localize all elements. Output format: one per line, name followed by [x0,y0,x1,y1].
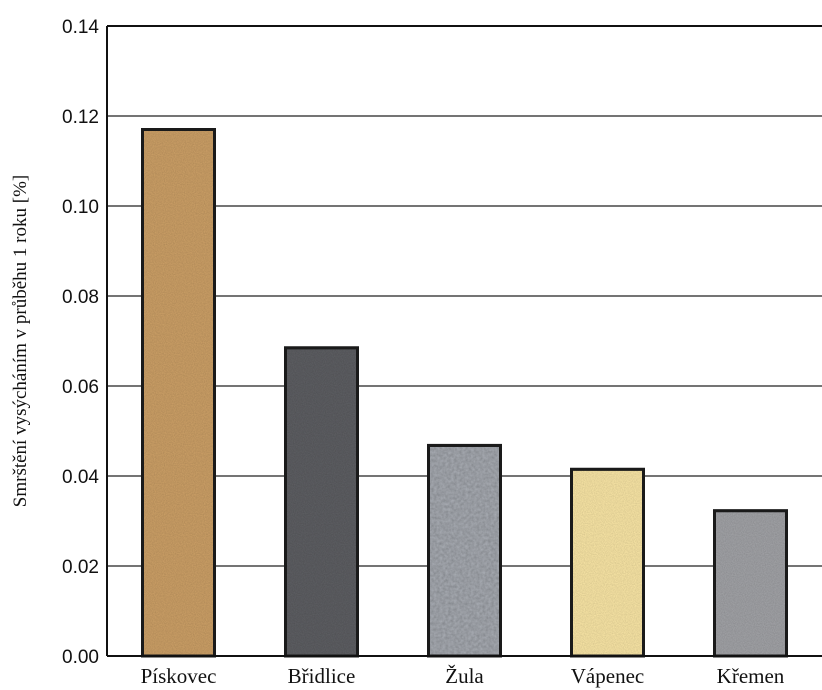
bars [141,128,788,658]
gridlines [107,115,822,567]
y-tick-label: 0.04 [62,467,99,488]
x-tick-label: Vápenec [571,664,644,688]
bar-sandstone [141,128,216,658]
x-tick-label: Břidlice [288,664,356,688]
bar-quartz [713,509,788,658]
y-tick-label: 0.00 [62,647,99,668]
y-tick-label: 0.06 [62,377,99,398]
y-axis-title: Smrštění vysýcháním v průběhu 1 roku [%] [10,175,31,507]
bar-slate [284,346,359,658]
y-tick-label: 0.14 [62,17,99,38]
x-tick-label: Pískovec [141,664,217,688]
bar-limestone [570,467,645,658]
y-tick-label: 0.08 [62,287,99,308]
x-tick-label: Křemen [717,664,785,688]
y-tick-label: 0.02 [62,557,99,578]
bar-granite [427,443,502,658]
x-tick-labels: Pískovec Břidlice Žula Vápenec Křemen [141,664,785,688]
y-tick-label: 0.10 [62,197,99,218]
x-tick-label: Žula [445,664,484,688]
axes [106,25,822,657]
y-tick-label: 0.12 [62,107,99,128]
y-tick-labels: 0.00 0.02 0.04 0.06 0.08 0.10 0.12 0.14 [62,17,99,668]
